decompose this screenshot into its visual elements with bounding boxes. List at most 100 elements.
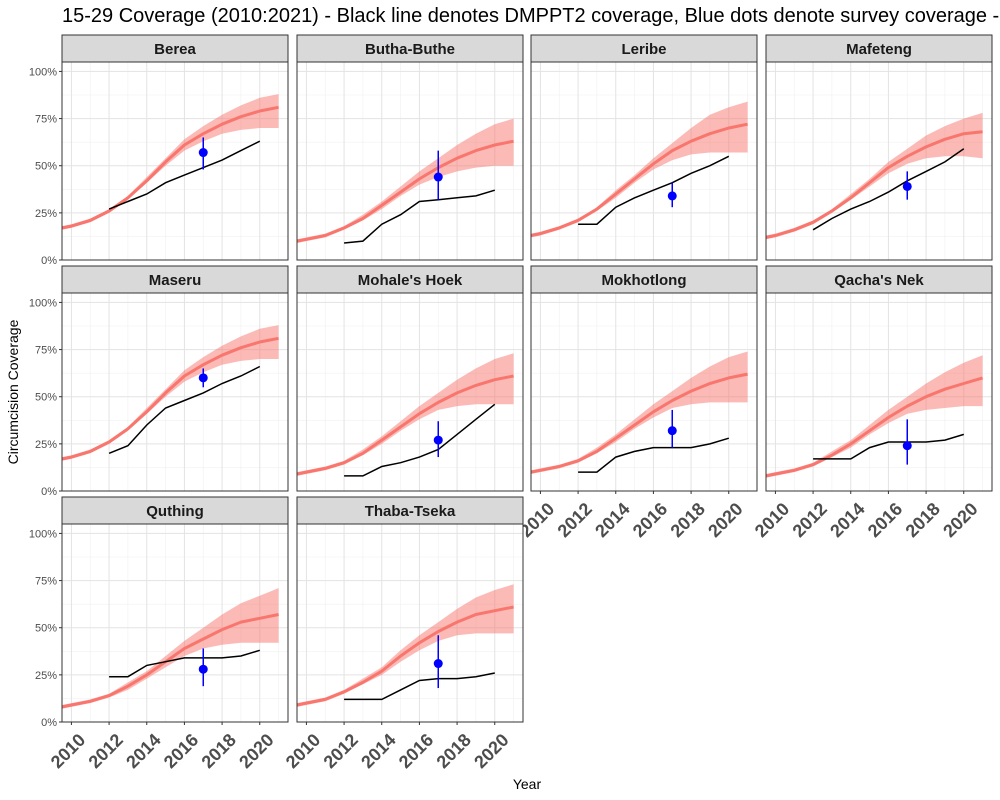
facet-berea: Berea 0% 25% 50% 75% 100% — [29, 34, 289, 267]
survey-point — [433, 172, 443, 182]
x-tick-label: 2012 — [554, 499, 596, 541]
facet-strip — [61, 496, 289, 525]
facet-strip — [530, 34, 758, 63]
facet-strip-label: Maseru — [149, 272, 202, 289]
model-line — [530, 122, 748, 237]
survey-point — [198, 373, 208, 383]
model-line — [61, 105, 279, 230]
facet-strip — [530, 265, 758, 294]
model-uncertainty-band — [297, 584, 514, 707]
x-tick-label: 2018 — [902, 499, 944, 541]
survey-point — [902, 441, 912, 451]
survey-point — [667, 191, 677, 201]
model-uncertainty-band — [531, 351, 748, 474]
model-uncertainty-band — [297, 353, 514, 476]
facet-strip-label: Mohale's Hoek — [358, 272, 463, 289]
panel-grid — [531, 62, 757, 261]
x-tick-label: 2018 — [198, 730, 240, 772]
model-uncertainty-band — [62, 588, 279, 709]
x-tick-label: 2014 — [826, 499, 868, 541]
panel-border — [61, 61, 289, 261]
y-tick-label: 25% — [35, 208, 57, 220]
dmppt2-line — [108, 365, 261, 454]
y-tick-label: 0% — [41, 486, 57, 498]
x-tick-label: 2016 — [629, 499, 671, 541]
y-tick-label: 100% — [29, 528, 57, 540]
panel-background — [766, 62, 992, 260]
facet-butha-buthe: Butha-Buthe — [296, 34, 524, 261]
dmppt2-line — [109, 649, 261, 678]
dmppt2-line — [108, 140, 261, 210]
panel-border — [530, 61, 758, 261]
x-tick-label: 2020 — [939, 499, 981, 541]
dmppt2-line — [812, 148, 965, 231]
model-line — [765, 376, 984, 478]
x-tick-label: 2010 — [751, 499, 793, 541]
facet-mafeteng: Mafeteng — [765, 34, 993, 261]
y-axis: 0% 25% 50% 75% 100% — [29, 66, 62, 267]
x-axis-title: Year — [513, 776, 542, 792]
y-tick-label: 75% — [35, 114, 57, 126]
x-tick-label: 2018 — [667, 499, 709, 541]
y-tick-label: 25% — [35, 439, 57, 451]
dmppt2-line — [344, 403, 496, 477]
model-uncertainty-band — [62, 325, 279, 461]
panel-background — [62, 293, 288, 491]
dmppt2-line — [578, 155, 730, 225]
facet-leribe: Leribe — [530, 34, 758, 261]
y-tick-label: 50% — [35, 161, 57, 173]
panel-grid — [297, 62, 523, 261]
panel-border — [296, 523, 524, 723]
facet-strip-label: Quthing — [146, 503, 203, 520]
model-uncertainty-band — [531, 101, 748, 238]
y-tick-label: 75% — [35, 576, 57, 588]
facet-strip-label: Leribe — [621, 41, 666, 58]
model-line — [296, 605, 514, 707]
panel-border — [61, 292, 289, 492]
panel-border — [296, 292, 524, 492]
facet-strip — [765, 265, 993, 294]
x-tick-label: 2016 — [395, 730, 437, 772]
panel-border — [765, 61, 993, 261]
x-tick-label: 2012 — [320, 730, 362, 772]
x-tick-label: 2016 — [864, 499, 906, 541]
y-tick-label: 0% — [41, 255, 57, 267]
x-tick-label: 2016 — [160, 730, 202, 772]
model-uncertainty-band — [766, 355, 983, 478]
panel-background — [531, 62, 757, 260]
x-tick-label: 2020 — [704, 499, 746, 541]
y-tick-label: 50% — [35, 392, 57, 404]
y-tick-label: 0% — [41, 717, 57, 729]
x-tick-label: 2020 — [470, 730, 512, 772]
x-tick-label: 2014 — [591, 499, 633, 541]
survey-point — [902, 181, 912, 191]
survey-point — [198, 148, 208, 158]
facet-strip-label: Thaba-Tseka — [365, 503, 456, 520]
y-tick-label: 75% — [35, 345, 57, 357]
facet-strip — [61, 34, 289, 63]
chart-title: 15-29 Coverage (2010:2021) - Black line … — [62, 5, 999, 27]
y-axis-title: Circumcision Coverage — [5, 319, 21, 464]
facet-strip-label: Mokhotlong — [602, 272, 687, 289]
panel-background — [62, 62, 288, 260]
facet-mohale-s-hoek: Mohale's Hoek — [296, 265, 524, 492]
model-line — [296, 139, 514, 243]
y-tick-label: 50% — [35, 623, 57, 635]
model-uncertainty-band — [297, 118, 514, 243]
facet-strip-label: Berea — [154, 41, 196, 58]
y-axis: 0% 25% 50% 75% 100% — [29, 528, 62, 729]
facet-strip — [296, 34, 524, 63]
x-tick-label: 2018 — [433, 730, 475, 772]
x-tick-label: 2010 — [282, 730, 324, 772]
x-tick-label: 2020 — [235, 730, 277, 772]
model-uncertainty-band — [62, 94, 279, 230]
survey-point — [433, 435, 443, 445]
dmppt2-line — [344, 672, 495, 701]
x-tick-label: 2010 — [47, 730, 89, 772]
